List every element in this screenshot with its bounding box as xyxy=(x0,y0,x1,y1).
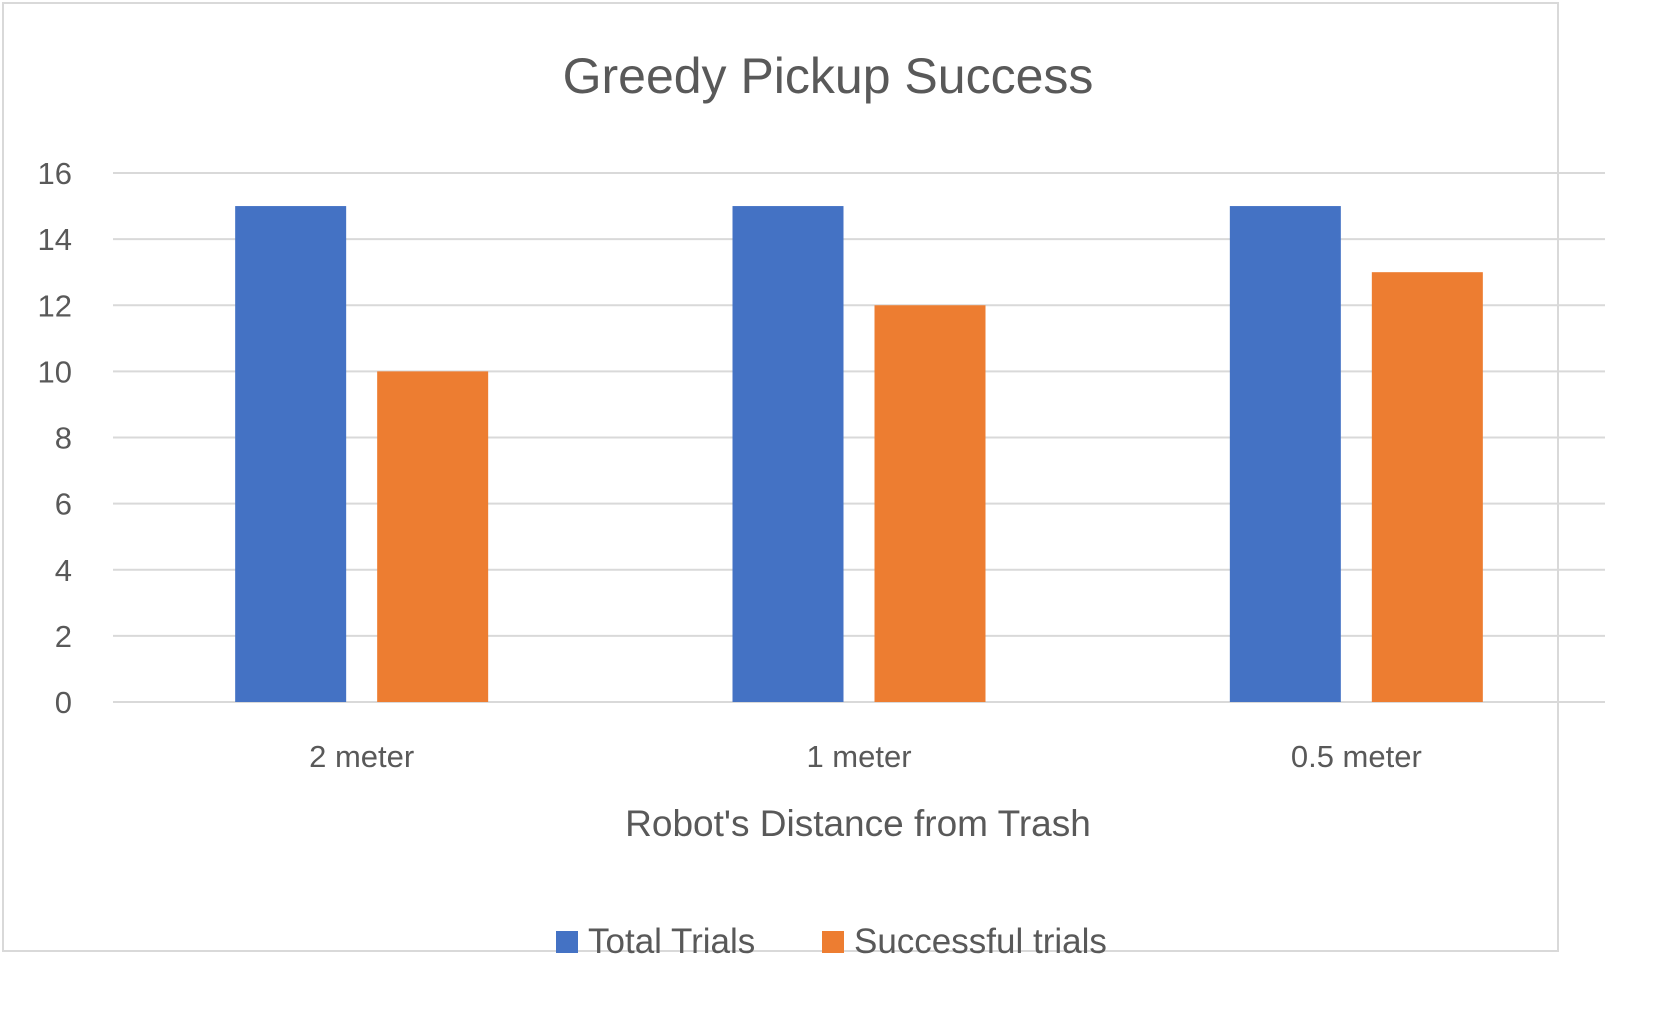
y-axis-ticks: 0 2 4 6 8 10 12 14 16 xyxy=(38,156,72,720)
legend-swatch xyxy=(556,931,578,953)
bar xyxy=(235,206,347,702)
bar xyxy=(377,371,489,702)
legend: Total Trials Successful trials xyxy=(556,922,1107,961)
x-axis-label: Robot's Distance from Trash xyxy=(625,803,1091,844)
y-tick-label: 0 xyxy=(55,685,72,720)
y-tick-label: 8 xyxy=(55,421,72,456)
bar xyxy=(732,206,844,702)
gridlines xyxy=(113,172,1605,703)
legend-label: Total Trials xyxy=(588,922,755,961)
x-axis-ticks: 2 meter 1 meter 0.5 meter xyxy=(309,739,1422,774)
y-tick-label: 14 xyxy=(38,222,72,257)
y-tick-label: 12 xyxy=(38,288,72,323)
bar xyxy=(1229,206,1341,702)
bar xyxy=(1371,272,1483,702)
y-tick-label: 4 xyxy=(55,553,72,588)
bars xyxy=(235,206,1483,702)
legend-swatch xyxy=(822,931,844,953)
x-tick-label: 2 meter xyxy=(309,739,414,774)
bar xyxy=(874,305,986,702)
legend-label: Successful trials xyxy=(854,922,1107,961)
x-tick-label: 1 meter xyxy=(806,739,911,774)
x-tick-label: 0.5 meter xyxy=(1291,739,1422,774)
chart-title: Greedy Pickup Success xyxy=(563,48,1094,104)
y-tick-label: 6 xyxy=(55,487,72,522)
y-tick-label: 16 xyxy=(38,156,72,191)
y-tick-label: 10 xyxy=(38,354,72,389)
y-tick-label: 2 xyxy=(55,619,72,654)
